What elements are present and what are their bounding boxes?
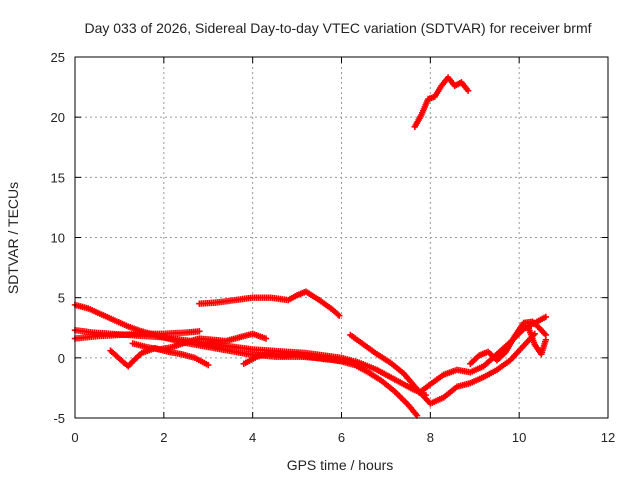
series-arc-11 xyxy=(524,323,550,358)
y-tick-label: -5 xyxy=(53,411,65,426)
series-arc-5 xyxy=(129,330,270,353)
y-tick-label: 25 xyxy=(51,50,65,65)
data-point-marker xyxy=(542,313,550,321)
axis-ticks: 0 2 4 6 8 10 12 -5 0 5 10 15 20 25 xyxy=(51,50,616,445)
y-tick-label: 10 xyxy=(51,231,65,246)
data-point-marker xyxy=(542,336,550,343)
x-tick-label: 0 xyxy=(71,430,78,445)
data-point-marker xyxy=(196,328,203,335)
y-tick-label: 0 xyxy=(58,351,65,366)
y-tick-label: 15 xyxy=(51,170,65,185)
x-tick-label: 8 xyxy=(427,430,434,445)
data-point-marker xyxy=(262,335,270,342)
series-arc-6 xyxy=(196,288,343,319)
y-tick-label: 5 xyxy=(58,291,65,306)
chart-title: Day 033 of 2026, Sidereal Day-to-day VTE… xyxy=(84,20,591,36)
x-tick-label: 2 xyxy=(160,430,167,445)
data-markers xyxy=(71,74,550,419)
data-point-marker xyxy=(347,358,354,365)
x-tick-label: 6 xyxy=(338,430,345,445)
data-point-marker xyxy=(205,361,212,369)
series-arc-8 xyxy=(347,330,538,407)
series-arc-7 xyxy=(240,349,354,368)
series-arc-12 xyxy=(411,74,472,130)
data-point-marker xyxy=(464,87,472,94)
data-point-marker xyxy=(336,312,343,319)
y-tick-label: 20 xyxy=(51,110,65,125)
x-tick-label: 10 xyxy=(512,430,526,445)
y-axis-label: SDTVAR / TECUs xyxy=(5,182,21,294)
x-tick-label: 4 xyxy=(249,430,256,445)
data-point-marker xyxy=(334,311,342,318)
x-axis-label: GPS time / hours xyxy=(287,457,394,473)
series-arc-10 xyxy=(467,318,550,368)
x-tick-label: 12 xyxy=(601,430,615,445)
series-arc-3 xyxy=(71,328,203,342)
